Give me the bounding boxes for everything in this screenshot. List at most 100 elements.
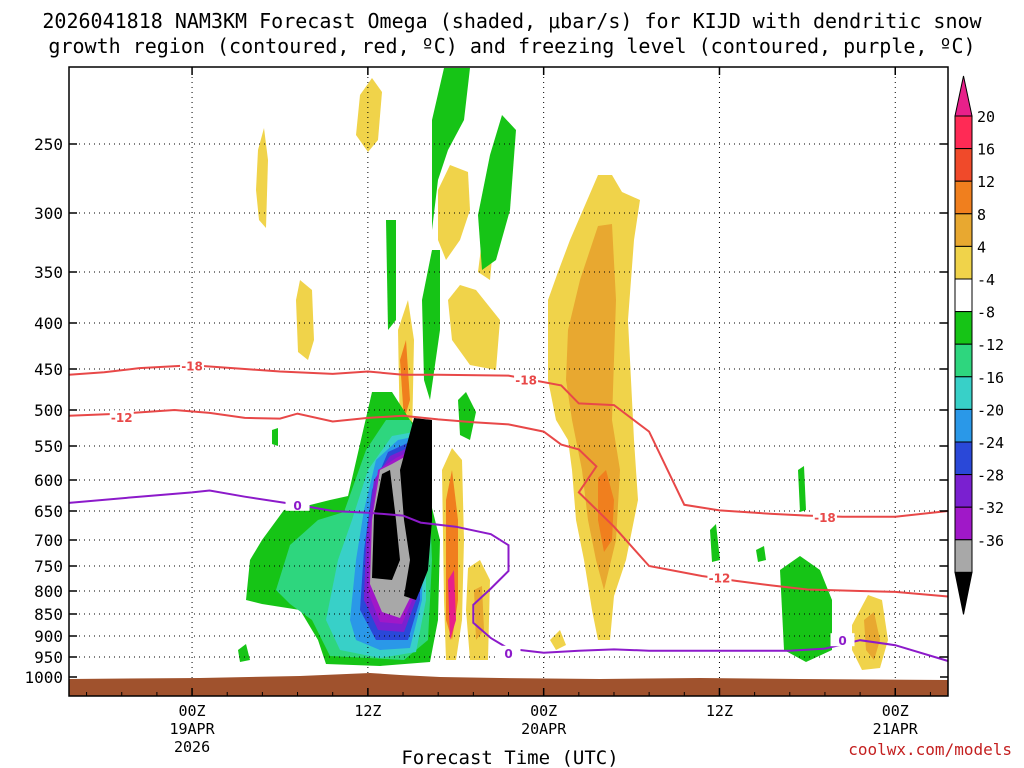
colorbar: 20 16 12 8 4 -4 -8 -12 -16 -20 -24 -28 -32 -36	[954, 75, 1004, 615]
colorbar-swatch	[954, 311, 973, 345]
colorbar-swatch	[954, 474, 973, 508]
omega-shade-orange	[598, 470, 614, 552]
y-tick-label: 650	[34, 502, 63, 521]
colorbar-swatch	[954, 506, 973, 541]
colorbar-label: 8	[977, 206, 986, 224]
colorbar-swatch	[954, 245, 973, 280]
y-tick-label: 300	[34, 204, 63, 223]
omega-shade-green	[272, 428, 278, 446]
omega-shade-yellow	[550, 630, 566, 650]
y-tick-label: 400	[34, 314, 63, 333]
x-axis-label: Forecast Time (UTC)	[401, 747, 618, 768]
y-axis: 250 300 350 400 450 500 550 600 650 700 750 800 850 9…	[24, 135, 948, 687]
omega-shade-gold	[864, 612, 880, 660]
colorbar-label: 4	[977, 238, 986, 256]
contour-label: -12	[709, 572, 731, 586]
y-tick-label: 900	[34, 627, 63, 646]
terrain-surface	[69, 673, 948, 696]
colorbar-label: -32	[977, 499, 1004, 517]
contour-freezing-level	[68, 489, 949, 662]
contour-dendritic-bottom	[68, 408, 949, 598]
colorbar-swatch	[954, 148, 973, 182]
colorbar-label: 12	[977, 173, 995, 191]
colorbar-swatch	[954, 278, 973, 313]
x-tick-label: 00Z	[530, 702, 557, 720]
omega-shade-green	[238, 644, 250, 662]
colorbar-label: -24	[977, 434, 1004, 452]
omega-shade-green	[422, 250, 440, 400]
chart-title-line2: growth region (contoured, red, ºC) and f…	[48, 34, 975, 58]
y-tick-label: 500	[34, 401, 63, 420]
omega-shade-green	[432, 68, 470, 230]
y-tick-label: 1000	[24, 668, 63, 687]
y-tick-label: 800	[34, 582, 63, 601]
colorbar-label: 20	[977, 108, 995, 126]
contour-label-bg	[285, 497, 310, 511]
y-tick-label: 700	[34, 531, 63, 550]
contour-label: -18	[814, 511, 836, 525]
y-tick-label: 450	[34, 360, 63, 379]
x-tick-label: 12Z	[706, 702, 733, 720]
omega-shade-yellow	[356, 78, 382, 152]
y-tick-label: 600	[34, 471, 63, 490]
contour-label-bg	[812, 509, 837, 523]
colorbar-label: -12	[977, 336, 1004, 354]
chart-title-line1: 2026041818 NAM3KM Forecast Omega (shaded…	[42, 9, 982, 33]
x-tick-label: 19APR	[169, 720, 215, 738]
colorbar-label: -36	[977, 532, 1004, 550]
contour-label: 0	[838, 634, 846, 648]
colorbar-label: -8	[977, 304, 995, 322]
credit-text: coolwx.com/models	[848, 740, 1012, 759]
y-tick-label: 550	[34, 437, 63, 456]
y-tick-label: 750	[34, 557, 63, 576]
y-tick-label: 350	[34, 263, 63, 282]
omega-shade-yellow	[256, 128, 268, 228]
colorbar-label: 16	[977, 141, 995, 159]
colorbar-swatch	[954, 441, 973, 476]
omega-shade-orange	[400, 340, 410, 420]
omega-shade-black	[372, 470, 400, 580]
colorbar-min-arrow	[954, 571, 973, 615]
omega-shade-green	[386, 220, 396, 330]
omega-shade-yellow	[296, 280, 314, 360]
contour-labels: -18 -18 -18 -12 -12 0 0 0	[109, 358, 855, 661]
y-tick-label: 850	[34, 605, 63, 624]
contour-label-bg	[496, 645, 521, 659]
y-tick-label: 950	[34, 648, 63, 667]
colorbar-swatch	[954, 180, 973, 215]
x-tick-label: 2026	[174, 738, 210, 756]
colorbar-swatch	[954, 376, 973, 410]
contour-label-bg	[830, 633, 855, 647]
colorbar-swatch	[954, 213, 973, 247]
contour-label-bg	[514, 372, 539, 386]
contour-label: -18	[515, 374, 537, 388]
colorbar-max-arrow	[954, 75, 973, 117]
colorbar-swatch	[954, 343, 973, 378]
colorbar-swatch	[954, 539, 973, 573]
omega-shade-green	[798, 466, 806, 512]
contour-label: -12	[111, 411, 133, 425]
omega-shade-green	[458, 392, 476, 440]
x-tick-label: 00Z	[179, 702, 206, 720]
colorbar-label: -28	[977, 467, 1004, 485]
x-tick-label: 20APR	[521, 720, 567, 738]
omega-shade-max	[448, 570, 456, 640]
colorbar-swatch	[954, 115, 973, 150]
contour-label-bg	[180, 358, 205, 372]
colorbar-label: -4	[977, 271, 995, 289]
colorbar-label: -16	[977, 369, 1004, 387]
omega-shade-green	[756, 546, 766, 562]
contour-label: 0	[293, 499, 301, 513]
y-tick-label: 250	[34, 135, 63, 154]
contour-label: 0	[504, 647, 512, 661]
x-tick-label: 21APR	[873, 720, 919, 738]
contour-label-bg	[707, 570, 732, 584]
colorbar-swatch	[954, 408, 973, 443]
omega-shading	[238, 68, 888, 670]
contour-label: -18	[181, 359, 203, 373]
x-tick-label: 12Z	[354, 702, 381, 720]
contour-label-bg	[109, 410, 134, 424]
x-tick-label: 00Z	[882, 702, 909, 720]
